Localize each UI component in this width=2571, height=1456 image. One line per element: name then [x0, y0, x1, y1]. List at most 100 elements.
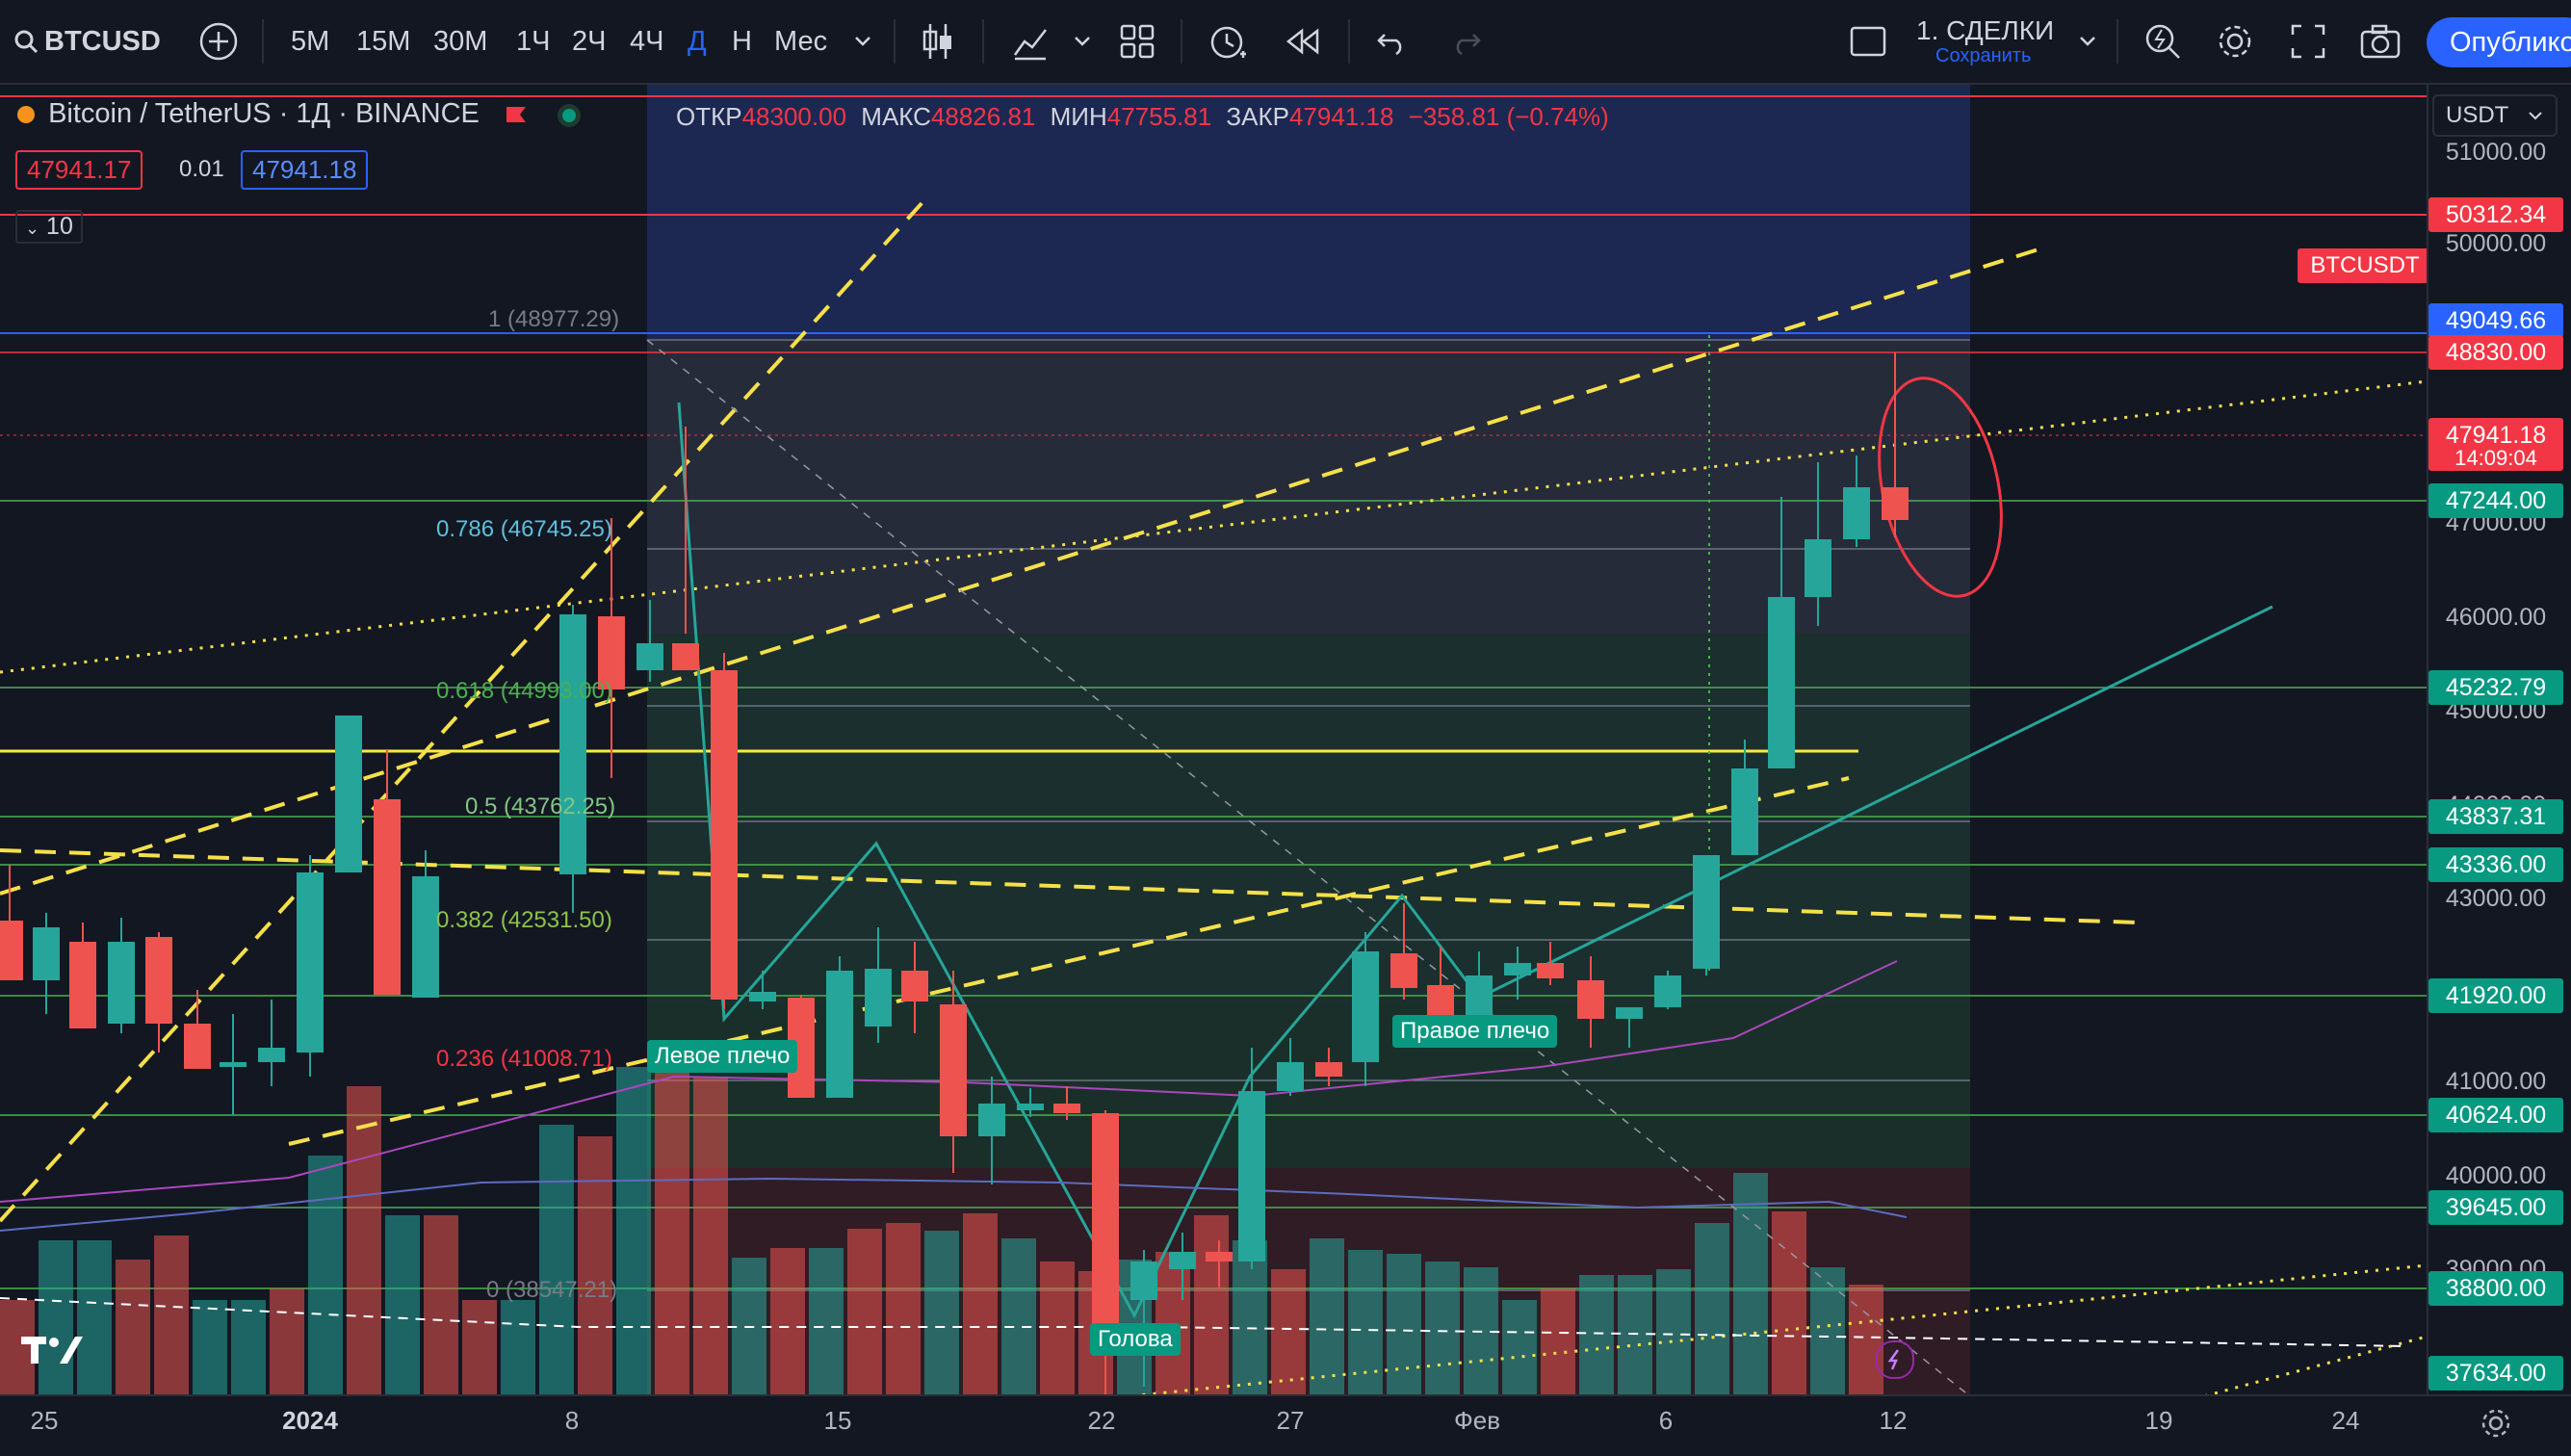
interval-1h[interactable]: 1Ч	[516, 0, 550, 83]
fib-trend-line	[646, 339, 1969, 1394]
interval-1w[interactable]: Н	[732, 0, 752, 83]
lightning-icon[interactable]	[1876, 1340, 1914, 1379]
interval-30m[interactable]: 30M	[433, 0, 487, 83]
snapshot-button[interactable]	[2359, 0, 2402, 83]
interval-1mo[interactable]: Мес	[774, 0, 827, 83]
candle-body	[978, 1104, 1005, 1136]
flag-icon[interactable]	[506, 107, 526, 122]
interval-4h[interactable]: 4Ч	[630, 0, 663, 83]
price-tick-label: 46000.00	[2445, 604, 2547, 631]
price-axis[interactable]: USDT 51000.00 50000.00 47000.00 46000.00 450…	[2427, 85, 2571, 1394]
layout-select-checkbox[interactable]	[1849, 0, 1887, 83]
time-label: 22	[1087, 1406, 1116, 1435]
interval-label: Мес	[774, 25, 828, 57]
chevron-down-icon	[2529, 112, 2543, 120]
fib-label-0786: 0.786 (46745.25)	[436, 516, 612, 542]
price-badge: 37634.00	[2428, 1356, 2563, 1391]
spread-value: 0.01	[179, 156, 224, 182]
interval-2h[interactable]: 2Ч	[572, 0, 606, 83]
publish-button[interactable]: Опублико	[2427, 17, 2571, 67]
candle-body	[69, 942, 96, 1028]
candle-body	[1352, 951, 1379, 1062]
indicators-count: 10	[46, 213, 73, 240]
price-tick-label: 40000.00	[2445, 1162, 2547, 1189]
replay-button[interactable]	[1285, 0, 1323, 83]
candle-body	[0, 921, 23, 980]
volume-bar	[193, 1300, 227, 1394]
change-value: −358.81 (−0.74%)	[1408, 102, 1609, 131]
volume-bar	[1810, 1267, 1845, 1394]
indicators-button[interactable]	[1011, 0, 1050, 83]
bitcoin-icon	[17, 106, 35, 124]
trend-line-dashed	[0, 198, 926, 1223]
interval-dropdown[interactable]	[853, 0, 872, 83]
redo-button[interactable]	[1450, 0, 1483, 83]
volume-bar	[1502, 1300, 1537, 1394]
layout-name[interactable]: 1. СДЕЛКИ Сохранить	[1916, 0, 2054, 83]
interval-1d[interactable]: Д	[688, 0, 707, 83]
right-shoulder-label[interactable]: Правое плечо	[1392, 1015, 1558, 1048]
price-chart[interactable]	[0, 85, 2427, 1394]
chevron-down-icon	[2080, 37, 2095, 46]
volume-bar	[77, 1240, 112, 1394]
layout-save-hint: Сохранить	[1935, 45, 2032, 66]
chart-type-button[interactable]	[921, 0, 955, 83]
compare-button[interactable]	[198, 0, 239, 83]
buy-button[interactable]: 47941.18	[241, 150, 369, 190]
time-settings-button[interactable]	[2479, 1406, 2513, 1445]
open-value: 48300.00	[741, 102, 847, 131]
chart-pane[interactable]: Bitcoin / TetherUS · 1Д · BINANCE ОТКР48…	[0, 85, 2432, 1394]
candle-body	[1315, 1062, 1342, 1077]
candle-body	[865, 969, 892, 1027]
volume-bar	[0, 1300, 35, 1394]
alert-button[interactable]	[1208, 0, 1248, 83]
candle-body	[1504, 963, 1531, 975]
volume-bar	[539, 1125, 574, 1394]
volume-bar	[39, 1240, 73, 1394]
candle-body	[1390, 953, 1417, 988]
sell-button[interactable]: 47941.17	[15, 150, 143, 190]
interval-5m[interactable]: 5M	[291, 0, 329, 83]
volume-bar	[1733, 1173, 1768, 1394]
fib-label-0618: 0.618 (44993.00)	[436, 678, 612, 704]
volume-bar	[385, 1215, 420, 1394]
candle-body	[1017, 1104, 1044, 1110]
fullscreen-button[interactable]	[2290, 0, 2326, 83]
candles-icon	[922, 24, 951, 59]
fib-label-0236: 0.236 (41008.71)	[436, 1046, 612, 1072]
candle-body	[184, 1024, 211, 1069]
interval-15m[interactable]: 15M	[356, 0, 410, 83]
tradingview-logo[interactable]	[19, 1333, 85, 1367]
settings-button[interactable]	[2215, 0, 2255, 83]
time-axis[interactable]: 25 2024 8 15 22 27 Фев 6 12 19 24	[0, 1394, 2571, 1456]
candle-body	[33, 927, 60, 980]
layout-dropdown[interactable]	[2078, 0, 2097, 83]
fib-zone-4	[647, 1168, 1970, 1394]
volume-bar	[886, 1223, 921, 1394]
indicators-toggle[interactable]: ⌄ 10	[15, 210, 83, 244]
left-shoulder-label[interactable]: Левое плечо	[647, 1040, 798, 1073]
symbol-search[interactable]: BTCUSD	[13, 0, 161, 83]
symbol-legend[interactable]: Bitcoin / TetherUS · 1Д · BINANCE	[17, 98, 576, 130]
volume-bar	[1849, 1285, 1883, 1394]
layout-icon	[1850, 26, 1886, 57]
candle-body	[1693, 855, 1720, 969]
head-label[interactable]: Голова	[1090, 1323, 1181, 1356]
moving-average-line	[0, 960, 1898, 1203]
candle-body	[297, 872, 324, 1053]
fib-label-05: 0.5 (43762.25)	[465, 793, 616, 819]
candle-body	[1577, 980, 1604, 1019]
price-badge: 47244.00	[2428, 483, 2563, 518]
legend-title: Bitcoin / TetherUS · 1Д · BINANCE	[48, 98, 480, 129]
undo-button[interactable]	[1375, 0, 1408, 83]
indicators-dropdown[interactable]	[1073, 0, 1092, 83]
currency-select[interactable]: USDT	[2432, 94, 2558, 137]
quick-search-button[interactable]	[2143, 0, 2182, 83]
candle-body	[145, 937, 172, 1024]
time-label: 8	[564, 1406, 580, 1435]
templates-button[interactable]	[1119, 0, 1156, 83]
time-label: 12	[1879, 1406, 1908, 1435]
buy-price: 47941.18	[252, 155, 357, 184]
rewind-icon	[1286, 28, 1319, 55]
lightning-search-icon	[2145, 24, 2180, 59]
